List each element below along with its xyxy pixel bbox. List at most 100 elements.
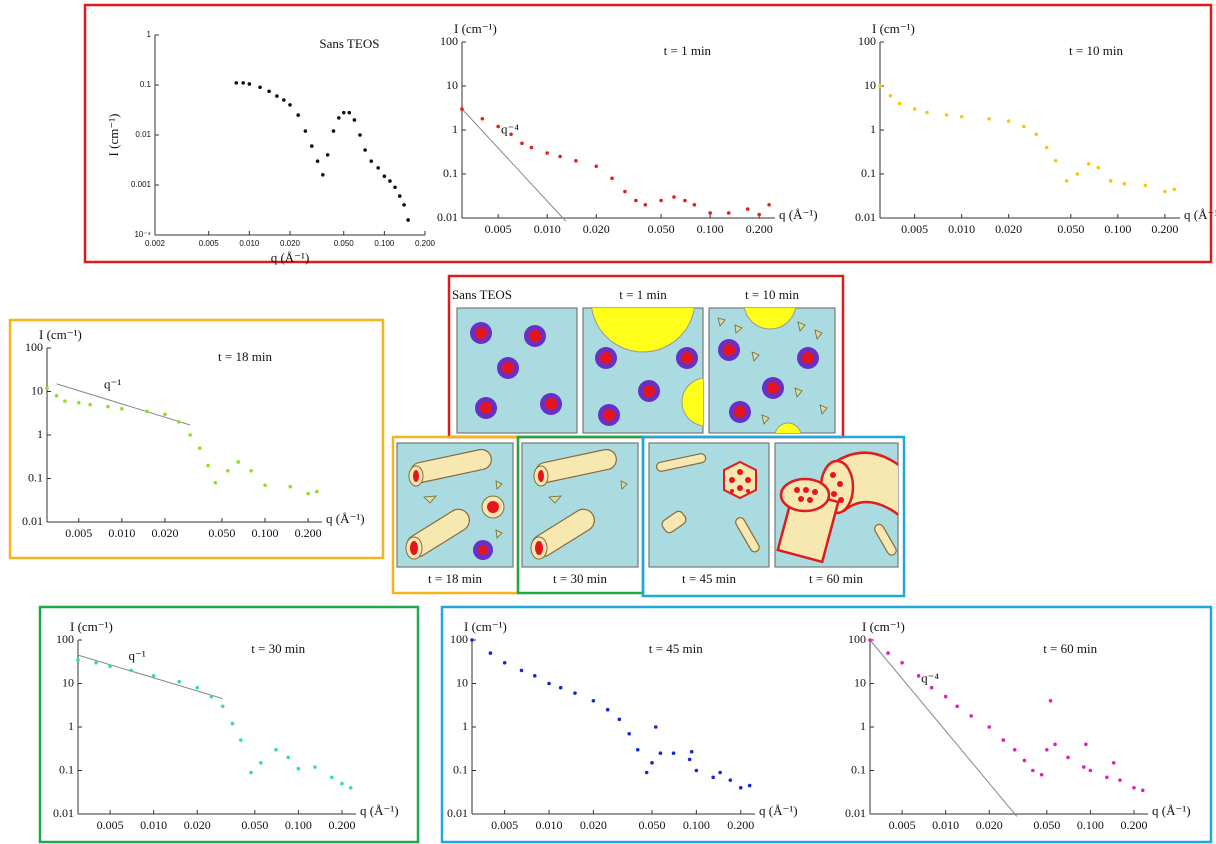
data-point bbox=[747, 783, 752, 788]
data-point bbox=[267, 89, 271, 94]
y-tick-label: 0.01 bbox=[447, 806, 468, 820]
data-point bbox=[309, 144, 314, 148]
data-point bbox=[337, 116, 341, 120]
x-tick-label: 0.050 bbox=[1057, 222, 1084, 236]
data-point bbox=[348, 786, 353, 790]
x-tick-label: 0.005 bbox=[889, 818, 916, 832]
y-tick-label: 1 bbox=[37, 427, 43, 441]
data-point bbox=[610, 176, 614, 181]
data-point bbox=[692, 202, 697, 207]
data-point bbox=[929, 685, 934, 690]
data-point bbox=[288, 103, 292, 107]
guide-line bbox=[56, 383, 191, 426]
frame bbox=[83, 3, 1213, 264]
chart-title: t = 10 min bbox=[1069, 43, 1123, 58]
y-tick-label: 0.01 bbox=[855, 210, 876, 224]
x-tick-label: 0.010 bbox=[140, 818, 167, 832]
data-point bbox=[341, 110, 346, 115]
data-point bbox=[1163, 189, 1167, 194]
data-point bbox=[129, 668, 134, 673]
data-point bbox=[263, 483, 267, 488]
data-point bbox=[226, 469, 230, 473]
data-point bbox=[617, 717, 622, 722]
data-point bbox=[108, 664, 112, 668]
data-point bbox=[195, 685, 200, 690]
data-point bbox=[315, 489, 319, 494]
y-tick-label: 100 bbox=[848, 632, 866, 646]
frame bbox=[641, 435, 906, 598]
x-tick-label: 0.010 bbox=[932, 818, 959, 832]
x-tick-label: 0.200 bbox=[727, 818, 754, 832]
data-point bbox=[1143, 183, 1148, 188]
diagram: Sans TEOS t = 1 min t = 10 min t = 18 mi… bbox=[396, 287, 899, 586]
data-point bbox=[1031, 768, 1035, 773]
data-point bbox=[1053, 158, 1058, 163]
data-point bbox=[249, 770, 253, 775]
data-point bbox=[683, 198, 687, 203]
data-point bbox=[258, 85, 262, 90]
data-point bbox=[558, 685, 563, 690]
data-point bbox=[1096, 165, 1101, 170]
y-tick-label: 10 bbox=[864, 78, 876, 92]
x-tick-label: 0.005 bbox=[491, 818, 518, 832]
frame bbox=[8, 318, 385, 560]
data-point bbox=[296, 113, 300, 117]
x-axis-label: q (Å⁻¹) bbox=[360, 803, 399, 818]
x-tick-label: 0.200 bbox=[295, 526, 322, 540]
data-point bbox=[460, 107, 464, 111]
y-tick-label: 10⁻⁴ bbox=[134, 230, 151, 239]
x-axis-label: q (Å⁻¹) bbox=[1184, 207, 1216, 222]
data-point bbox=[925, 110, 929, 115]
data-point bbox=[745, 207, 750, 211]
data-point bbox=[45, 386, 49, 390]
data-point bbox=[1108, 179, 1113, 183]
y-tick-label: 0.001 bbox=[131, 180, 152, 189]
chart-title: t = 45 min bbox=[649, 641, 703, 656]
x-tick-label: 0.005 bbox=[485, 222, 512, 236]
guide-line bbox=[77, 654, 223, 700]
data-point bbox=[106, 404, 110, 409]
y-tick-label: 10 bbox=[62, 675, 74, 689]
data-point bbox=[519, 668, 524, 673]
x-tick-label: 0.100 bbox=[252, 526, 279, 540]
data-point bbox=[406, 218, 410, 222]
panel-label: t = 60 min bbox=[809, 571, 863, 586]
y-tick-label: 1 bbox=[462, 719, 468, 733]
data-point bbox=[1140, 788, 1145, 793]
y-tick-label: 0.1 bbox=[59, 762, 74, 776]
data-point bbox=[470, 638, 474, 642]
y-axis-label: I (cm⁻¹) bbox=[464, 619, 507, 634]
data-point bbox=[402, 203, 406, 207]
data-point bbox=[234, 81, 239, 85]
data-point bbox=[325, 153, 330, 157]
data-point bbox=[1084, 742, 1088, 747]
data-point bbox=[1081, 765, 1086, 769]
data-point bbox=[206, 463, 210, 468]
y-tick-label: 0.01 bbox=[845, 806, 866, 820]
x-axis-label: q (Å⁻¹) bbox=[326, 511, 365, 526]
x-tick-label: 0.200 bbox=[1120, 818, 1147, 832]
data-point bbox=[594, 164, 599, 169]
x-tick-label: 0.010 bbox=[948, 222, 975, 236]
x-tick-label: 0.020 bbox=[583, 222, 610, 236]
data-point bbox=[188, 433, 192, 437]
data-point bbox=[397, 194, 402, 198]
y-axis-label: I (cm⁻¹) bbox=[106, 114, 121, 157]
data-point bbox=[1122, 181, 1127, 186]
data-point bbox=[1053, 742, 1057, 747]
data-point bbox=[547, 681, 551, 686]
data-point bbox=[1006, 119, 1011, 123]
data-point bbox=[76, 400, 81, 405]
data-point bbox=[1022, 124, 1026, 129]
chart-title: t = 1 min bbox=[664, 43, 712, 58]
x-tick-label: 0.005 bbox=[199, 239, 220, 248]
x-axis-label: q (Å⁻¹) bbox=[1152, 803, 1191, 818]
data-point bbox=[1045, 747, 1049, 752]
x-tick-label: 0.005 bbox=[65, 526, 92, 540]
data-point bbox=[545, 151, 550, 155]
data-point bbox=[369, 159, 374, 163]
y-tick-label: 0.01 bbox=[437, 210, 458, 224]
y-axis-label: I (cm⁻¹) bbox=[70, 619, 113, 634]
data-point bbox=[329, 775, 334, 780]
panel-label: Sans TEOS bbox=[452, 287, 512, 302]
